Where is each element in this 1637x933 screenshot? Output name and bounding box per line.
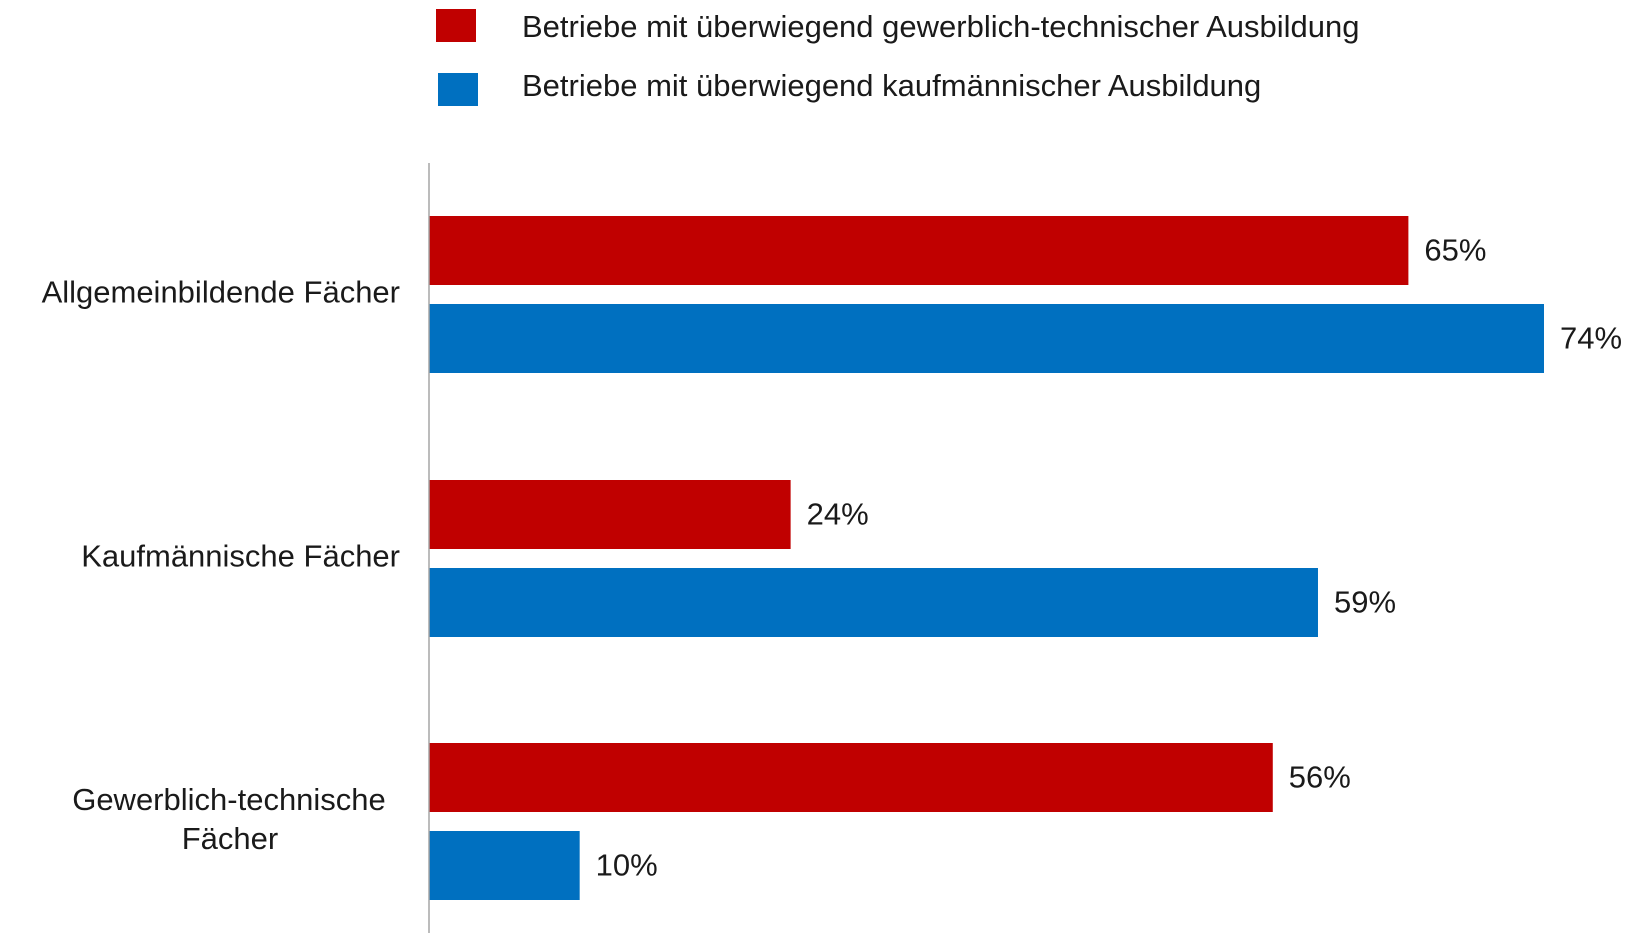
legend-swatch-2 xyxy=(438,73,478,106)
value-label-series1-cat1: 65% xyxy=(1424,233,1486,268)
legend-label-2: Betriebe mit überwiegend kaufmännischer … xyxy=(522,68,1261,103)
bar-series2-cat1 xyxy=(429,304,1544,373)
bar-series2-cat2 xyxy=(429,568,1318,637)
value-label-series1-cat3: 56% xyxy=(1289,760,1351,795)
value-label-series2-cat3: 10% xyxy=(596,848,658,883)
legend-swatch-1 xyxy=(436,9,476,42)
bar-series1-cat1 xyxy=(429,216,1409,285)
value-label-series1-cat2: 24% xyxy=(807,497,869,532)
value-label-series2-cat2: 59% xyxy=(1334,585,1396,620)
category-labels: Allgemeinbildende Fächer Kaufmännische Fä… xyxy=(42,275,400,857)
bar-series2-cat3 xyxy=(429,831,580,900)
value-label-series2-cat1: 74% xyxy=(1560,321,1622,356)
legend-label-1: Betriebe mit überwiegend gewerblich-tech… xyxy=(522,9,1359,44)
category-label-2: Kaufmännische Fächer xyxy=(81,539,400,574)
category-label-1: Allgemeinbildende Fächer xyxy=(42,275,400,310)
value-labels: 65% 74% 24% 59% 56% 10% xyxy=(596,233,1622,883)
bars-group xyxy=(429,216,1544,900)
category-label-3-line2: Fächer xyxy=(182,821,278,856)
legend: Betriebe mit überwiegend gewerblich-tech… xyxy=(436,9,1359,106)
bar-series1-cat3 xyxy=(429,743,1273,812)
category-label-3-line1: Gewerblich-technische xyxy=(72,782,386,817)
bar-series1-cat2 xyxy=(429,480,791,549)
